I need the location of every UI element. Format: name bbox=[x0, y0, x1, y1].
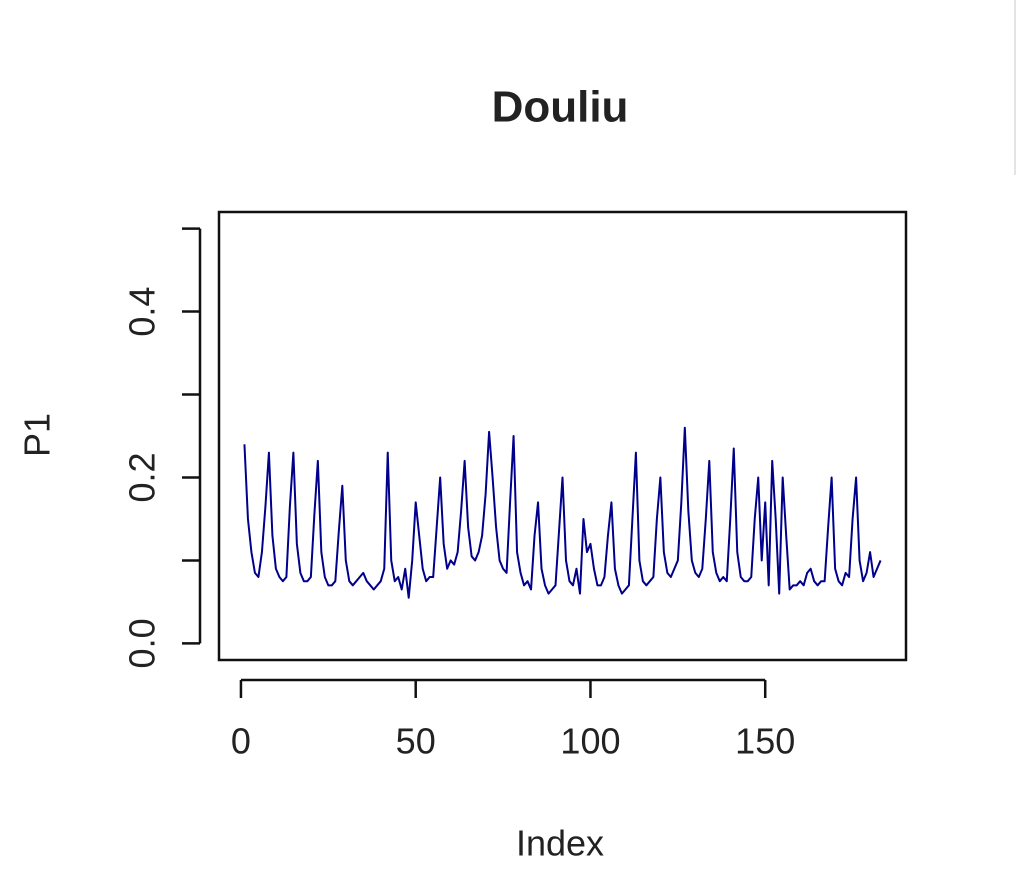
x-tick-label: 150 bbox=[735, 721, 795, 762]
plot-frame bbox=[217, 210, 908, 662]
chart-title: Douliu bbox=[492, 83, 629, 132]
x-tick-label: 100 bbox=[560, 721, 620, 762]
y-axis-label: P1 bbox=[17, 413, 58, 457]
x-axis-label: Index bbox=[516, 823, 604, 864]
y-tick-label: 0.0 bbox=[122, 618, 163, 668]
data-line bbox=[243, 426, 882, 599]
y-tick-label: 0.4 bbox=[122, 287, 163, 337]
x-tick-label: 0 bbox=[231, 721, 251, 762]
x-tick-label: 50 bbox=[396, 721, 436, 762]
y-tick-label: 0.2 bbox=[122, 452, 163, 502]
